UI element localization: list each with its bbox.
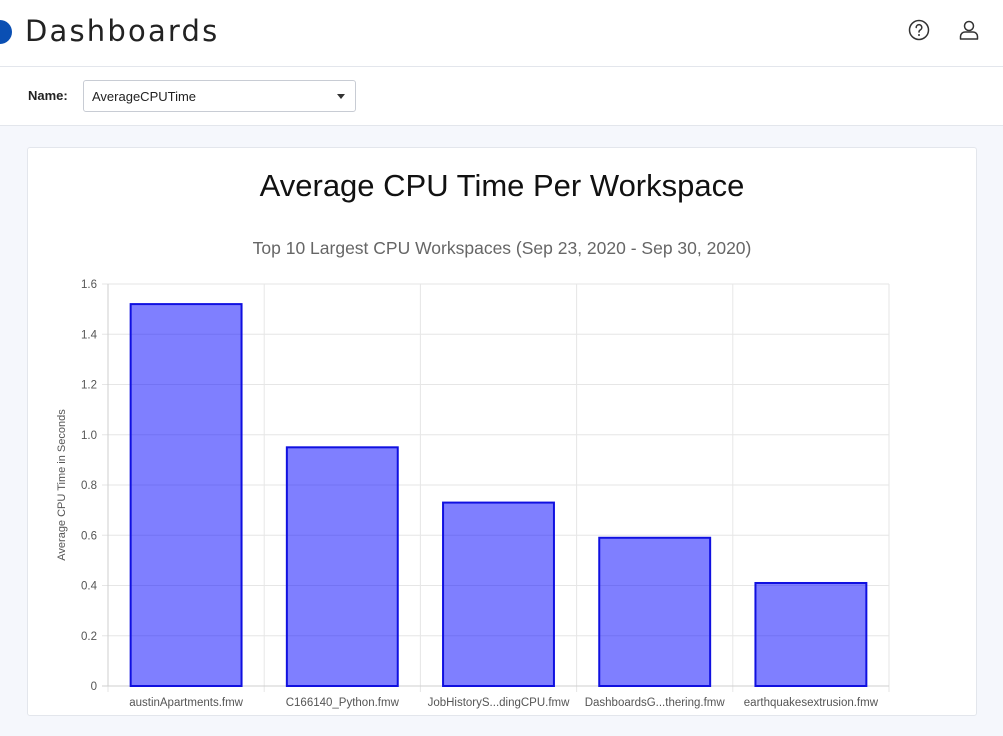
brand-logo [0,20,12,44]
x-tick-label: JobHistoryS...dingCPU.fmw [428,697,571,709]
filter-bar: Name: AverageCPUTime [0,67,1003,126]
name-select-value: AverageCPUTime [92,89,197,104]
x-tick-label: earthquakesextrusion.fmw [744,697,879,709]
x-tick-label: austinApartments.fmw [129,697,243,709]
bar [754,581,868,687]
y-tick-label: 0.6 [81,530,97,542]
chart-heading: Average CPU Time Per Workspace [259,168,745,203]
y-tick-label: 1.2 [81,380,97,392]
y-tick-label: 1.0 [81,430,97,442]
chart-card: Average CPU Time Per Workspace Top 10 La… [27,147,977,716]
x-tick-label: C166140_Python.fmw [286,697,400,709]
x-tick-label: DashboardsG...thering.fmw [585,697,726,709]
name-label: Name: [28,88,68,103]
user-icon[interactable] [957,18,981,42]
y-tick-label: 0.4 [81,581,98,593]
y-tick-label: 0 [91,681,97,693]
y-tick-label: 0.2 [81,631,97,643]
y-tick-label: 1.4 [81,329,98,341]
y-axis-title: Average CPU Time in Seconds [56,409,68,561]
app-header: Dashboards [0,0,1003,67]
y-tick-label: 0.8 [81,480,97,492]
bar [285,446,399,687]
bar [598,536,712,688]
chevron-down-icon [337,94,345,99]
bar-chart: Top 10 Largest CPU Workspaces (Sep 23, 2… [56,238,890,709]
bar [442,501,555,687]
chart-subtitle: Top 10 Largest CPU Workspaces (Sep 23, 2… [253,238,752,258]
y-tick-label: 1.6 [81,279,97,291]
help-icon[interactable] [907,18,931,42]
name-select[interactable]: AverageCPUTime [83,80,356,112]
page-title: Dashboards [25,14,220,48]
bar [129,303,243,687]
